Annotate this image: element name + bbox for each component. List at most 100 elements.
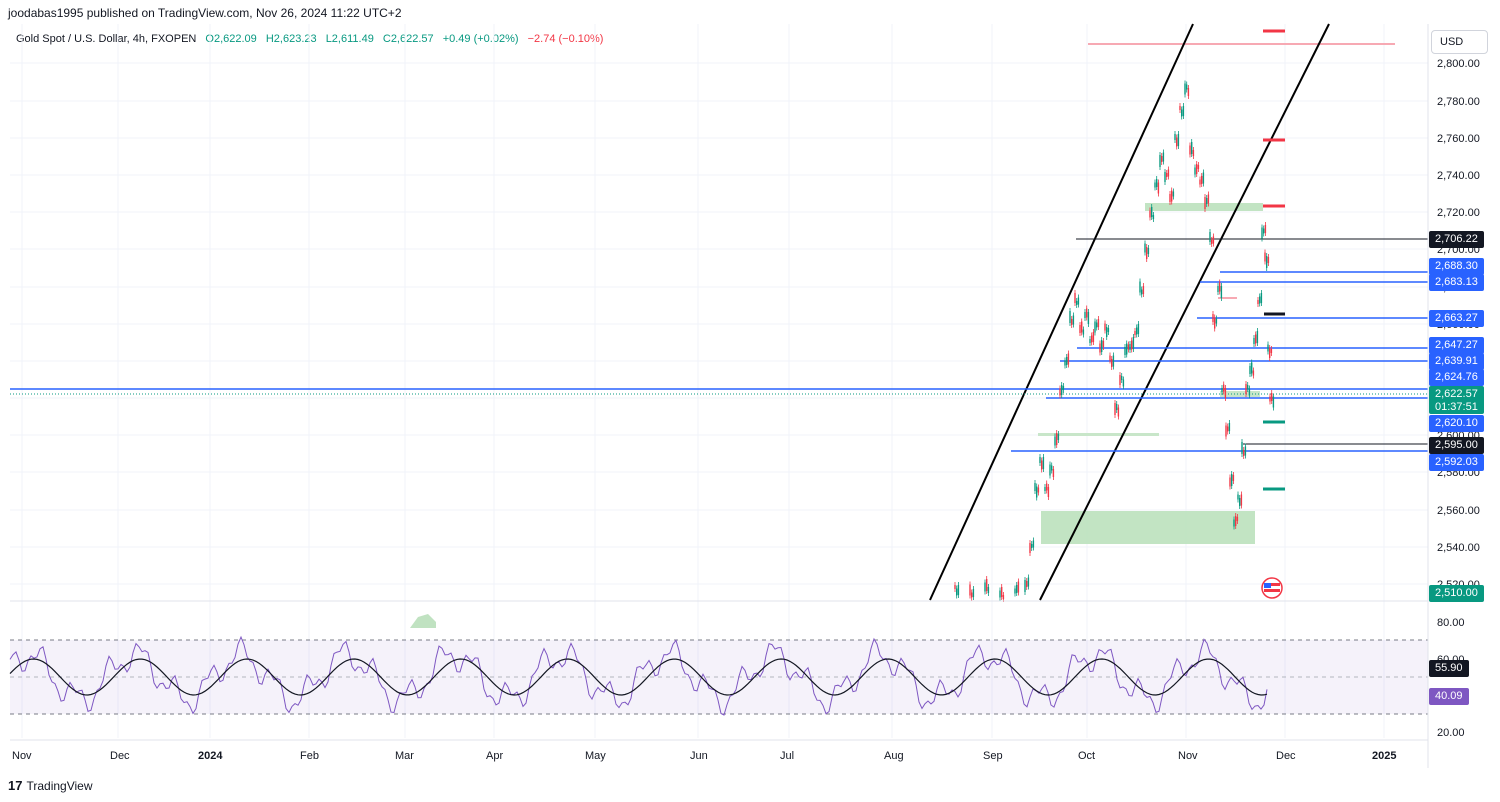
- price-tick-label: 2,720.00: [1437, 207, 1480, 219]
- label-2683: 2,683.13: [1429, 274, 1484, 291]
- current-price-value: 2,622.57: [1435, 388, 1478, 400]
- candle-body: [1122, 379, 1125, 387]
- candle-body: [1206, 198, 1208, 204]
- candle-body: [1037, 487, 1040, 493]
- candle-body: [1116, 404, 1118, 410]
- currency-button[interactable]: USD: [1431, 30, 1488, 54]
- candle-body: [1261, 227, 1263, 239]
- rsi-value: 40.09: [1429, 688, 1469, 705]
- ohlc-close: C2,622.57: [382, 33, 434, 45]
- candle-body: [1107, 328, 1110, 332]
- price-tick-label: 2,540.00: [1437, 542, 1480, 554]
- symbol-legend: Gold Spot / U.S. Dollar, 4h, FXOPEN O2,6…: [16, 33, 609, 45]
- label-2624: 2,624.76: [1429, 369, 1484, 386]
- time-tick-label: Dec: [110, 750, 130, 762]
- candle-body: [1194, 167, 1196, 175]
- candle-body: [987, 587, 990, 593]
- candle-body: [1251, 362, 1253, 374]
- price-tick-label: 2,560.00: [1437, 505, 1480, 517]
- candle-body: [1263, 228, 1265, 234]
- candle-body: [1196, 164, 1198, 174]
- candle-body: [986, 579, 988, 591]
- candle-body: [1228, 423, 1231, 431]
- candle-body: [1264, 225, 1267, 233]
- candle-body: [1066, 357, 1068, 365]
- candle-body: [1127, 344, 1130, 350]
- channel-line-upper[interactable]: [929, 23, 1194, 601]
- candle-body: [1059, 388, 1061, 396]
- channel-line-lower[interactable]: [1039, 23, 1330, 601]
- candle-body: [1266, 256, 1268, 268]
- candle-body: [1111, 359, 1113, 367]
- ohlc-change-secondary: −2.74 (−0.10%): [527, 33, 604, 45]
- candle-body: [984, 582, 986, 592]
- candle-body: [1032, 540, 1035, 548]
- candle-body: [1229, 477, 1231, 487]
- candle-body: [1212, 236, 1215, 244]
- candle-body: [1176, 137, 1178, 147]
- supply-zone-top[interactable]: [1145, 203, 1263, 211]
- candle-body: [1166, 173, 1168, 177]
- candle-body: [1172, 191, 1175, 197]
- candle-body: [971, 592, 973, 598]
- candle-body: [1126, 343, 1128, 355]
- candle-body: [1260, 293, 1263, 303]
- candle-body: [1225, 425, 1227, 437]
- candle-body: [1089, 339, 1091, 343]
- candle-body: [1204, 197, 1206, 209]
- label-2663: 2,663.27: [1429, 310, 1484, 327]
- candle-body: [1164, 172, 1166, 182]
- candle-body: [1131, 340, 1133, 350]
- candle-body: [1219, 282, 1221, 292]
- tradingview-logo-icon: 17: [8, 778, 23, 793]
- time-tick-label: 2024: [198, 750, 223, 762]
- candle-body: [1252, 370, 1255, 376]
- candle-body: [1091, 335, 1093, 343]
- candle-body: [1144, 243, 1146, 253]
- bar-countdown: 01:37:51: [1435, 401, 1478, 413]
- candle-body: [1134, 331, 1136, 335]
- candle-body: [1036, 486, 1038, 498]
- candle-body: [1149, 210, 1151, 218]
- label-2595: 2,595.00: [1429, 437, 1484, 454]
- candle-body: [1152, 215, 1155, 219]
- rsi-tick-label: 20.00: [1437, 727, 1465, 739]
- candle-body: [1232, 475, 1235, 481]
- time-axis[interactable]: Nov Dec 2024 Feb Mar Apr May Jun Jul Aug Sep Oct Nov…: [12, 750, 1396, 762]
- demand-zone-lower[interactable]: [1041, 511, 1255, 544]
- price-tick-label: 2,780.00: [1437, 96, 1480, 108]
- zone-small-mid[interactable]: [1038, 433, 1159, 436]
- candle-body: [1146, 247, 1148, 259]
- label-2688: 2,688.30: [1429, 258, 1484, 275]
- candle-body: [1231, 474, 1233, 486]
- economic-event-icon[interactable]: [1261, 577, 1283, 599]
- tradingview-logo[interactable]: 17 TradingView: [8, 778, 93, 793]
- label-current-price: 2,622.57 01:37:51: [1429, 386, 1484, 414]
- candle-body: [1221, 388, 1223, 392]
- candle-body: [1179, 106, 1181, 110]
- ohlc-high: H2,623.23: [265, 33, 317, 45]
- candle-body: [1017, 581, 1020, 593]
- candle-body: [1267, 257, 1270, 263]
- candle-body: [1139, 281, 1141, 293]
- candle-body: [957, 585, 960, 595]
- rsi-line[interactable]: [9, 635, 1268, 716]
- candle-body: [1233, 519, 1235, 527]
- candle-body: [1042, 457, 1045, 469]
- candle-body: [1079, 325, 1081, 333]
- candle-body: [1174, 134, 1176, 140]
- symbol-name[interactable]: Gold Spot / U.S. Dollar, 4h, FXOPEN: [16, 33, 197, 45]
- candle-body: [1217, 286, 1219, 292]
- candle-body: [1171, 190, 1173, 202]
- candle-body: [1241, 442, 1243, 454]
- candle-body: [1187, 88, 1190, 96]
- time-tick-label: Aug: [884, 750, 904, 762]
- candle-body: [1156, 179, 1158, 187]
- candle-body: [1119, 375, 1121, 385]
- time-tick-label: Sep: [983, 750, 1003, 762]
- candle-body: [1202, 172, 1205, 184]
- candle-body: [1240, 494, 1243, 506]
- rsi-ma-line[interactable]: [9, 658, 1268, 696]
